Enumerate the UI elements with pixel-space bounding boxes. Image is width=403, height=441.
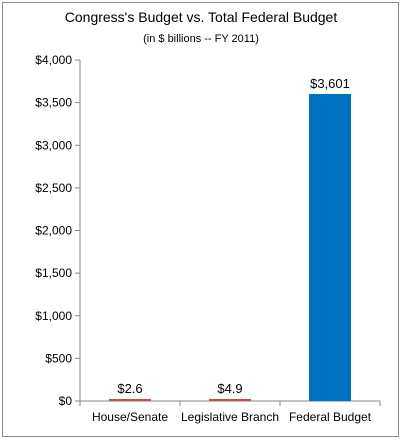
data-label-0: $2.6 [117, 381, 142, 396]
data-label-2: $3,601 [310, 76, 350, 91]
y-tick-label: $1,000 [35, 309, 72, 323]
y-tick-label: $500 [45, 351, 72, 365]
bar-1 [209, 399, 251, 401]
y-tick-label: $4,000 [35, 53, 72, 67]
x-axis: House/Senate Legislative Branch Federal Bu… [79, 400, 381, 424]
y-tick-label: $2,500 [35, 181, 72, 195]
category-label-0: House/Senate [92, 410, 168, 424]
y-tick-label: $1,500 [35, 266, 72, 280]
category-label-1: Legislative Branch [181, 410, 279, 424]
y-axis: $0 $500 $1,000 $1,500 $2,000 $2,500 $3,000 $3,5… [35, 53, 81, 408]
bar-2 [309, 94, 351, 402]
y-tick-label: $3,500 [35, 96, 72, 110]
y-tick-label: $3,000 [35, 138, 72, 152]
chart-title: Congress's Budget vs. Total Federal Budg… [65, 9, 338, 25]
bars: $2.6 $4.9 $3,601 [109, 76, 351, 402]
chart-subtitle: (in $ billions -- FY 2011) [143, 33, 259, 45]
y-tick-label: $2,000 [35, 224, 72, 238]
category-label-2: Federal Budget [289, 410, 372, 424]
y-tick-label: $0 [59, 394, 73, 408]
bar-0 [109, 399, 151, 401]
data-label-1: $4.9 [217, 381, 242, 396]
